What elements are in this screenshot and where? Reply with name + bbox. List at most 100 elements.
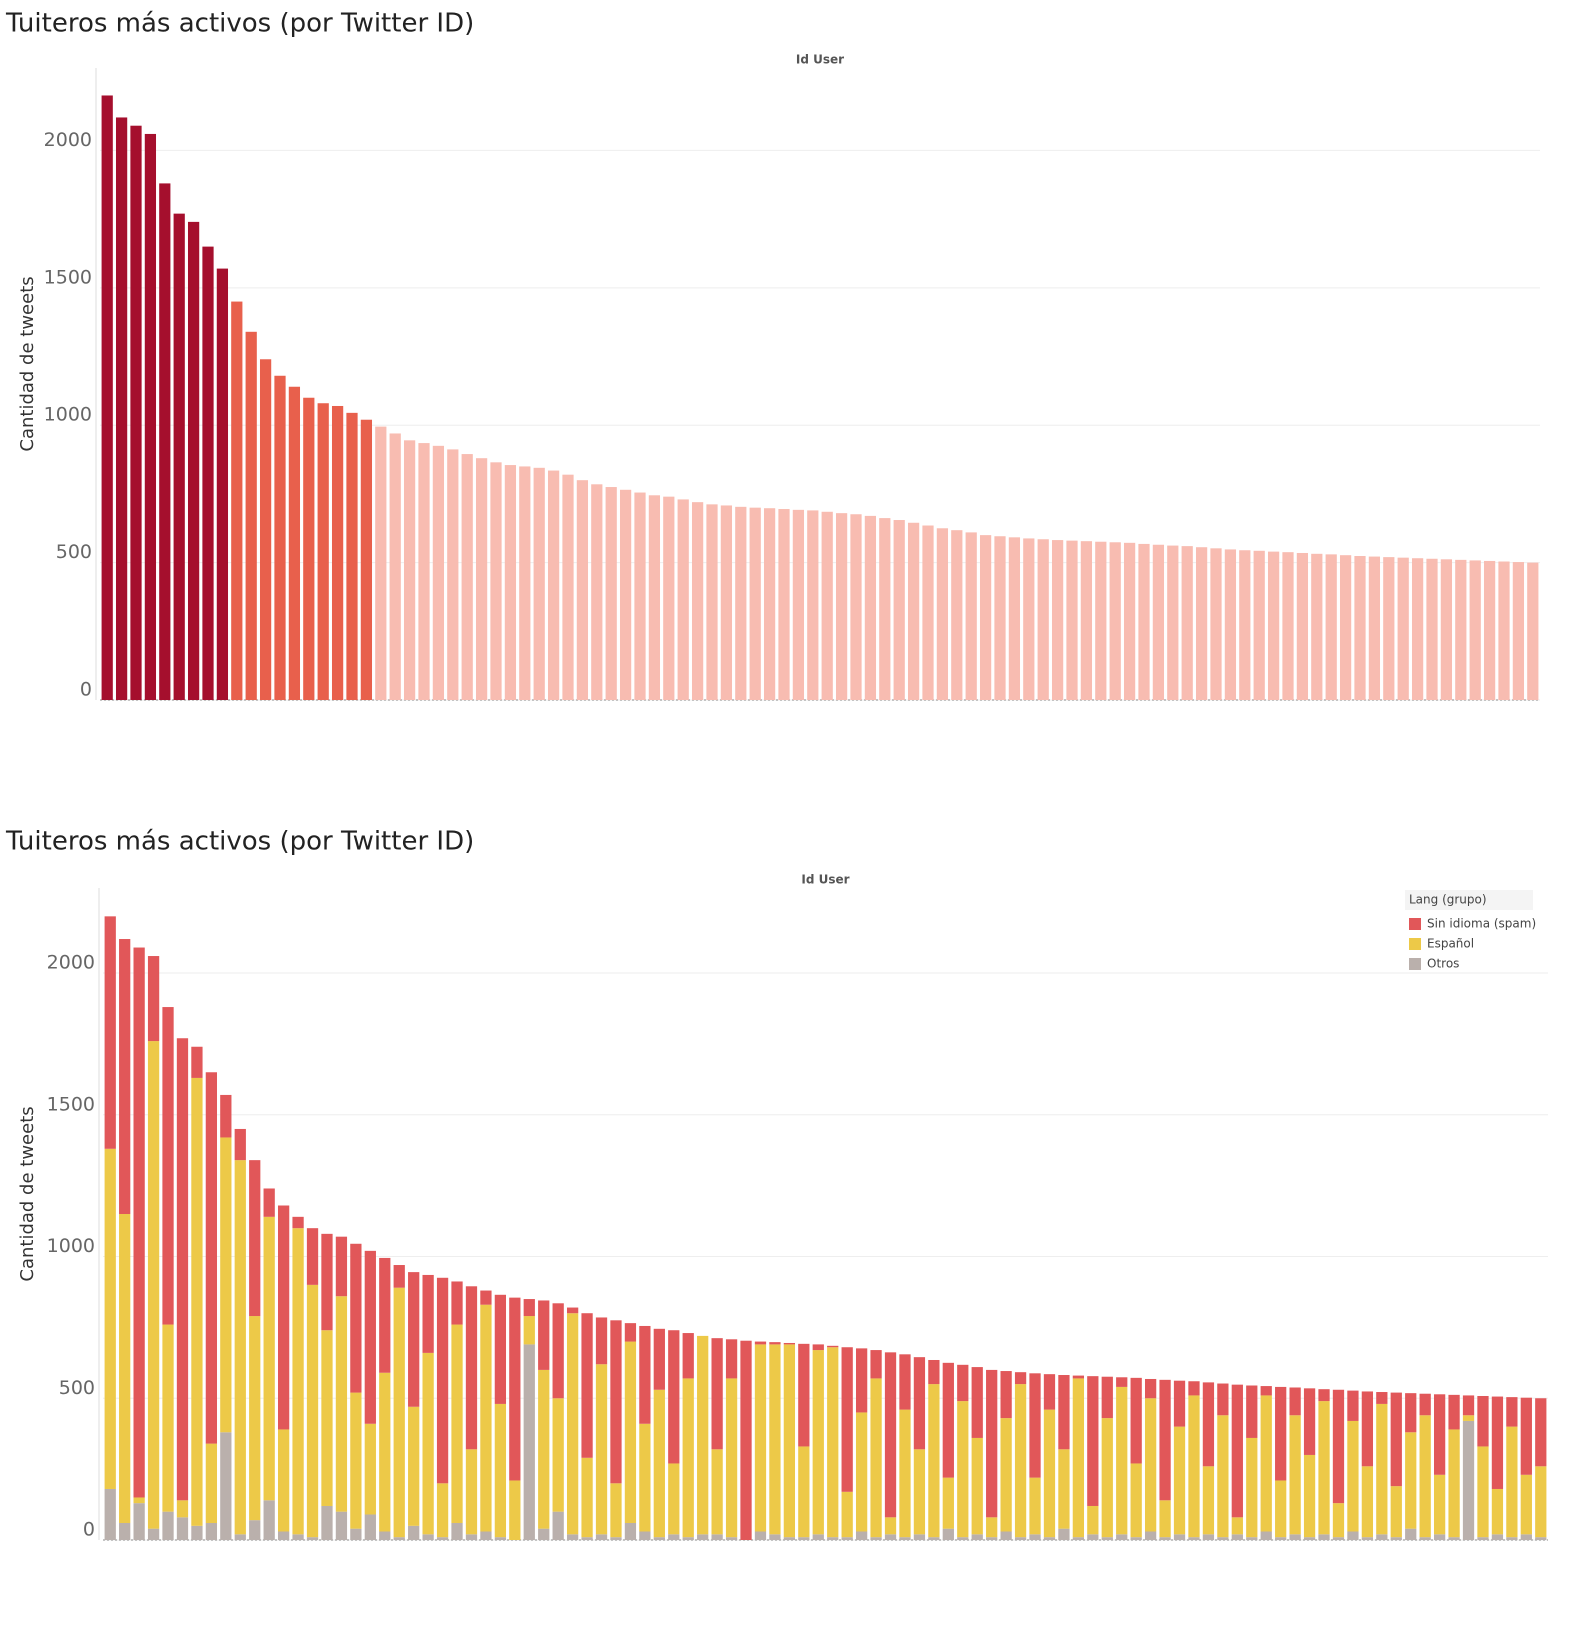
bar-segment xyxy=(1173,1534,1186,1540)
bar-segment xyxy=(1159,1500,1171,1538)
bar xyxy=(648,495,661,700)
bar-segment xyxy=(668,1330,680,1464)
bar-segment xyxy=(436,1537,449,1540)
bar-segment xyxy=(566,1307,579,1314)
bar-segment xyxy=(754,1344,767,1532)
bar xyxy=(519,466,531,700)
bar xyxy=(1311,553,1323,700)
bar-segment xyxy=(119,1522,131,1540)
bar-segment xyxy=(1087,1376,1099,1506)
bar-segment xyxy=(1332,1537,1345,1540)
bar xyxy=(677,499,689,700)
bar-segment xyxy=(1390,1392,1402,1487)
bar-segment xyxy=(1130,1537,1142,1540)
bar xyxy=(303,397,315,700)
bar-segment xyxy=(1448,1394,1460,1430)
bar-segment xyxy=(812,1344,824,1351)
y-tick-label: 0 xyxy=(80,679,92,701)
bar-segment xyxy=(1477,1446,1489,1538)
bar-segment xyxy=(451,1324,463,1523)
legend-title: Lang (grupo) xyxy=(1409,893,1487,907)
bar xyxy=(547,470,560,700)
bar-segment xyxy=(1260,1386,1272,1396)
bar-segment xyxy=(552,1511,564,1540)
bar-segment xyxy=(913,1357,926,1450)
bar xyxy=(1210,548,1222,700)
bar-segment xyxy=(783,1537,796,1540)
bar-segment xyxy=(1116,1386,1128,1535)
bar-segment xyxy=(653,1328,665,1390)
bar-segment xyxy=(769,1344,781,1535)
bar-segment xyxy=(480,1304,492,1532)
bar xyxy=(461,454,473,700)
bar-segment xyxy=(104,1488,116,1540)
bar xyxy=(1296,552,1309,700)
bar xyxy=(706,504,718,700)
bar-segment xyxy=(277,1205,290,1430)
bar-segment xyxy=(205,1443,218,1523)
bar-segment xyxy=(581,1537,593,1540)
bar-segment xyxy=(1231,1534,1243,1540)
y-tick-label: 1000 xyxy=(47,1235,95,1257)
bar xyxy=(1383,557,1395,700)
legend-title-bg xyxy=(1405,890,1533,910)
bar-segment xyxy=(1173,1380,1186,1427)
bar-segment xyxy=(494,1403,507,1538)
bar xyxy=(605,487,617,700)
bar-segment xyxy=(725,1378,738,1538)
bar xyxy=(1066,540,1078,700)
bar xyxy=(763,508,776,700)
bar-segment xyxy=(711,1338,723,1450)
bar xyxy=(1498,561,1510,700)
bar xyxy=(159,183,171,700)
bar-segment xyxy=(306,1537,319,1540)
bar-segment xyxy=(119,1214,131,1523)
bar-segment xyxy=(277,1429,290,1532)
bar-segment xyxy=(754,1531,767,1540)
bar-segment xyxy=(1217,1415,1229,1538)
bar-segment xyxy=(798,1343,810,1447)
bar-segment xyxy=(899,1409,911,1538)
bar-segment xyxy=(566,1534,579,1540)
bar xyxy=(965,532,977,700)
bar-segment xyxy=(884,1352,897,1518)
bar-segment xyxy=(1231,1384,1243,1518)
bar-segment xyxy=(364,1250,376,1424)
bar-segment xyxy=(1202,1382,1215,1467)
bar-segment xyxy=(1144,1398,1157,1532)
bar-segment xyxy=(1520,1534,1532,1540)
bar-segment xyxy=(408,1525,420,1540)
bar-segment xyxy=(1491,1488,1504,1535)
bar xyxy=(504,465,517,700)
bar-segment xyxy=(436,1483,449,1538)
bar-segment xyxy=(162,1324,174,1512)
bar-segment xyxy=(1246,1437,1258,1538)
bar-segment xyxy=(162,1007,174,1325)
y-axis-label: Cantidad de tweets xyxy=(17,1106,38,1281)
bar-segment xyxy=(1462,1415,1475,1421)
bar xyxy=(475,458,488,700)
bar xyxy=(1051,540,1064,700)
bar xyxy=(792,509,805,700)
bar-segment xyxy=(191,1525,203,1540)
bar-segment xyxy=(639,1423,651,1532)
bar-segment xyxy=(986,1537,998,1540)
bar xyxy=(389,433,401,700)
x-header: Id User xyxy=(801,873,849,887)
bar-segment xyxy=(957,1537,969,1540)
bar-segment xyxy=(1014,1384,1027,1538)
bar xyxy=(979,535,992,700)
bar-segment xyxy=(393,1265,405,1288)
bar-segment xyxy=(292,1534,304,1540)
bar-segment xyxy=(1260,1395,1272,1532)
bar xyxy=(447,449,459,700)
bar-segment xyxy=(1318,1534,1330,1540)
bar xyxy=(360,419,373,700)
y-tick-label: 500 xyxy=(56,541,92,563)
bar-segment xyxy=(1491,1534,1504,1540)
bar xyxy=(1483,560,1496,700)
bar-segment xyxy=(1202,1534,1215,1540)
bar-segment xyxy=(1419,1415,1431,1538)
bar-segment xyxy=(653,1537,665,1540)
bar-segment xyxy=(1116,1534,1128,1540)
